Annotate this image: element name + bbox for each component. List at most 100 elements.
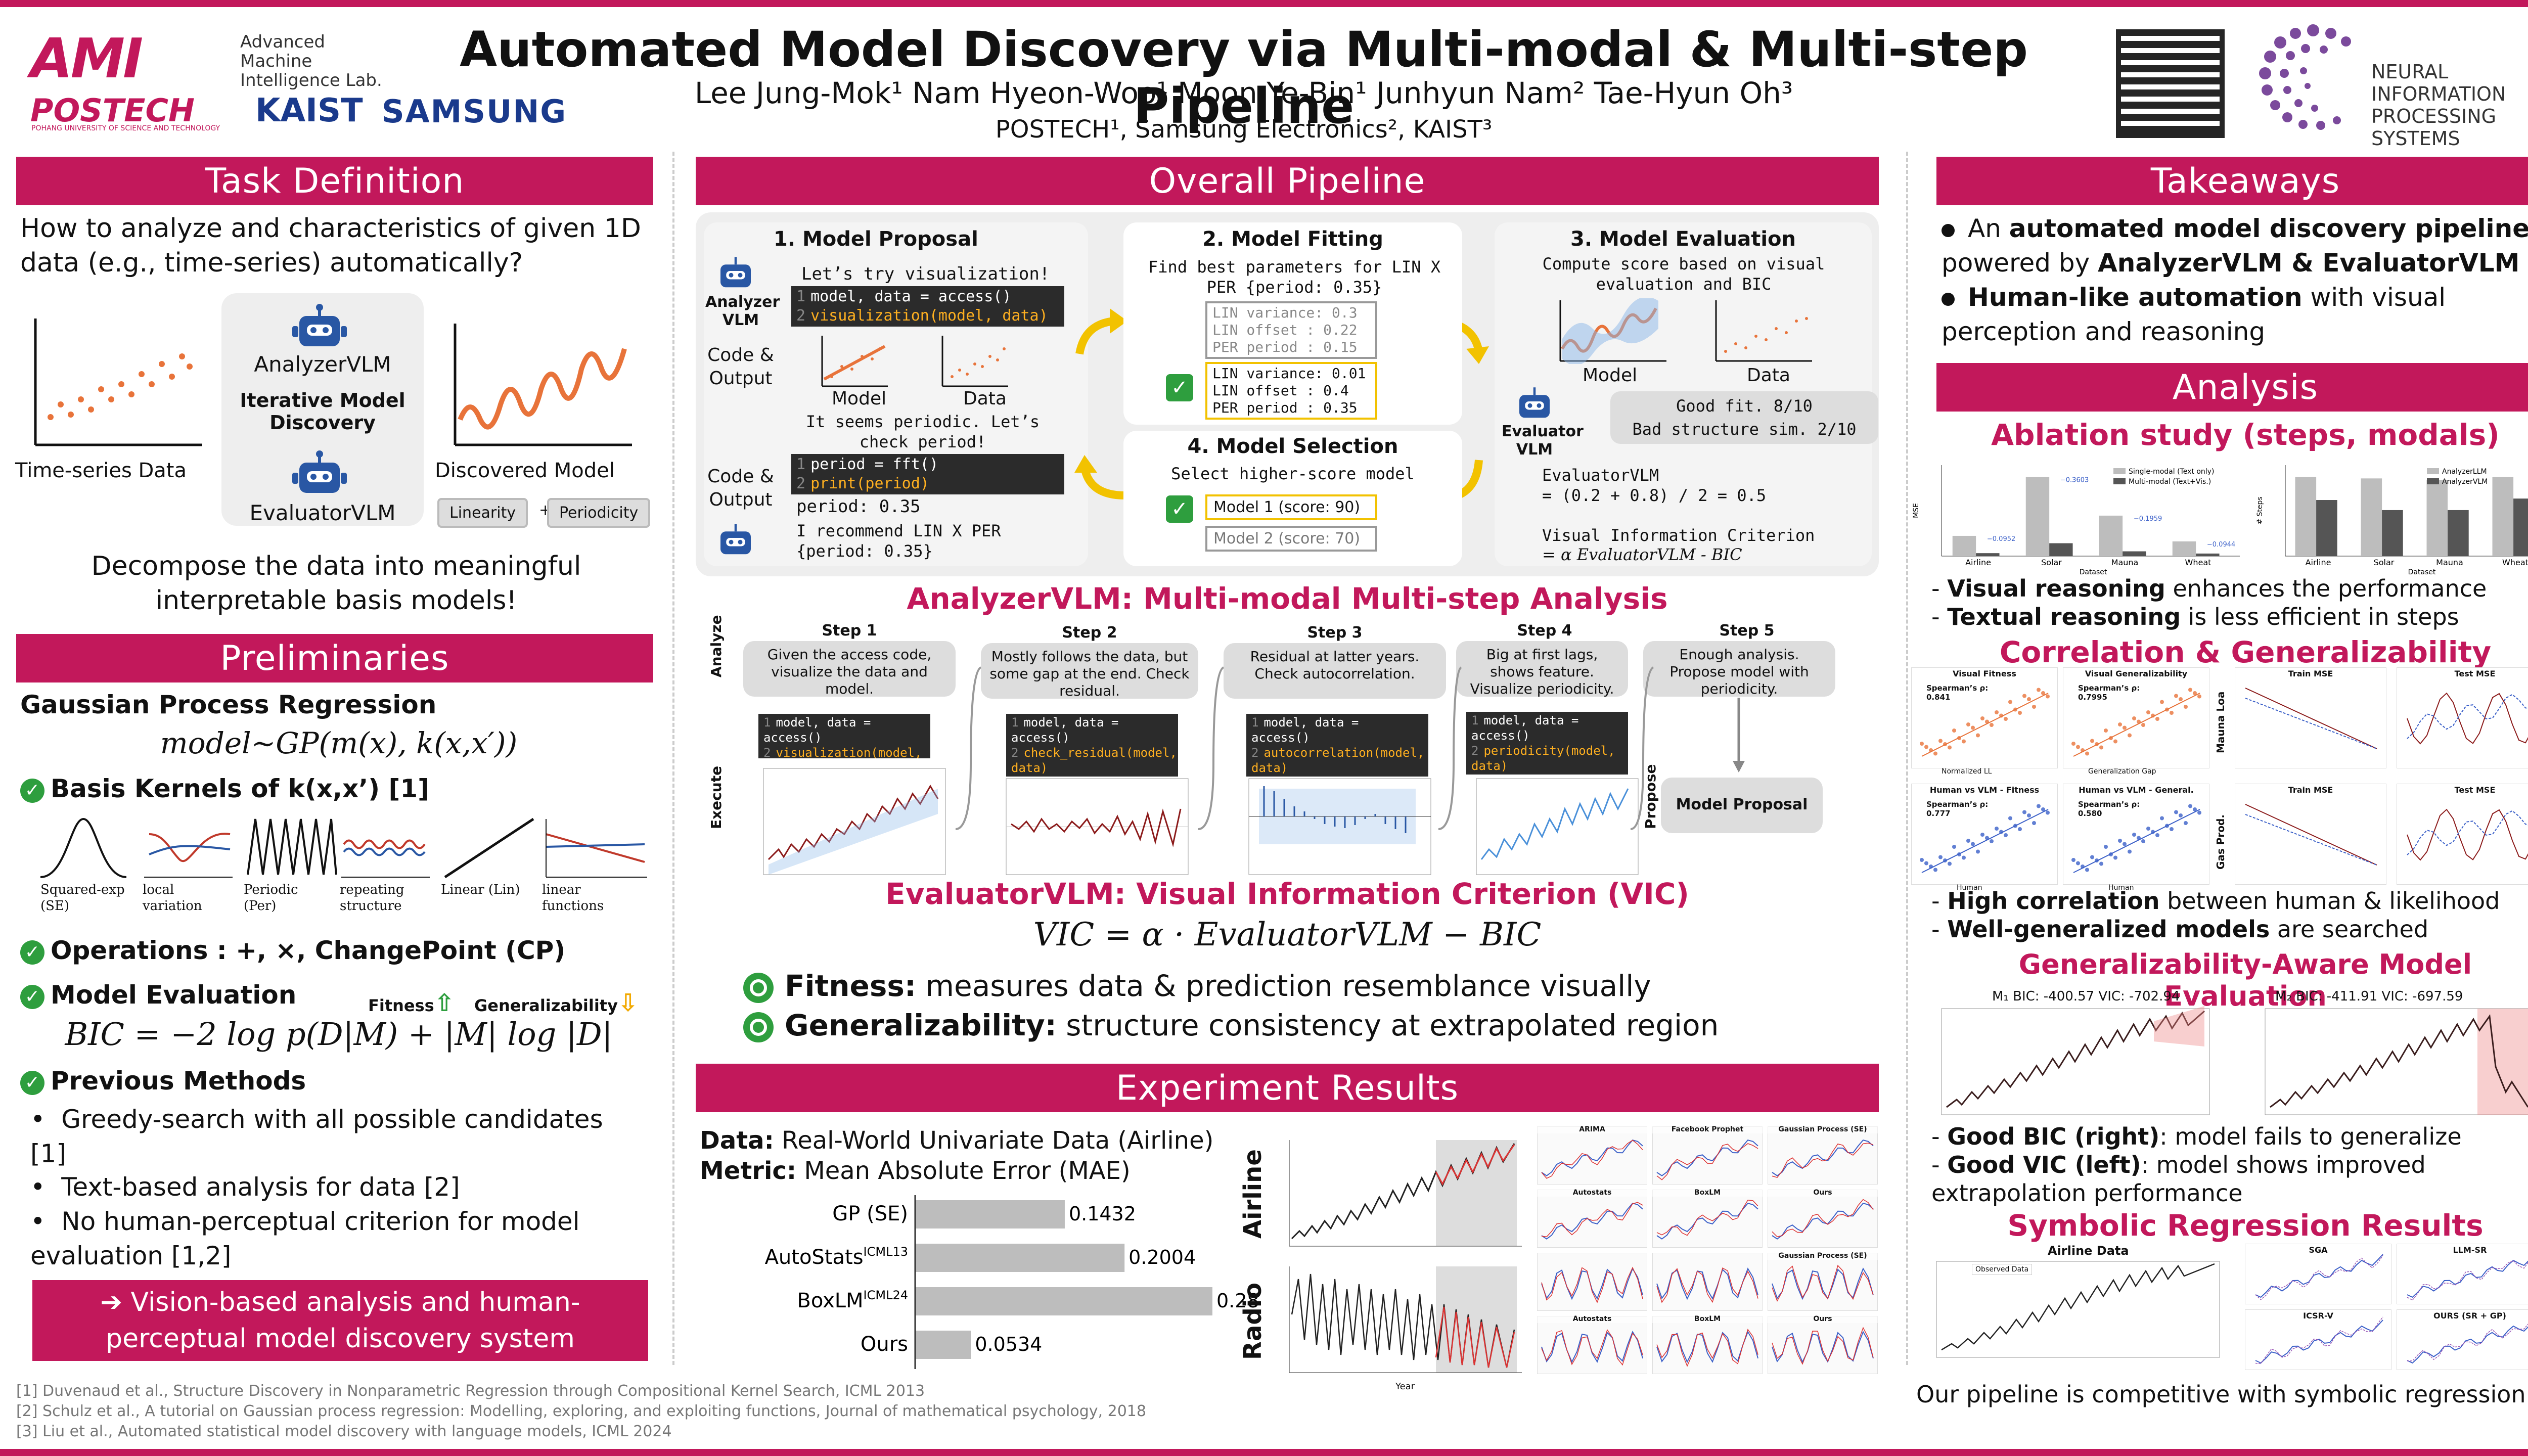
s3-result-box: Good fit. 8/10 Bad structure sim. 2/10 — [1610, 391, 1878, 444]
prev-bullet-2-text: Text-based analysis for data [2] — [61, 1172, 460, 1202]
bullet-dot: • — [30, 1172, 62, 1202]
tk1a: An — [1968, 214, 2009, 243]
top-bar — [0, 0, 2528, 7]
corr-row-label: Mauna Loa — [2215, 691, 2227, 753]
gen-b2: - Good VIC (left): model shows improved … — [1931, 1151, 2426, 1207]
corr-axis-label: Generalization Gap — [2088, 767, 2156, 776]
step4-code1: model, data = access() — [1471, 713, 1579, 743]
s1-code-line3: period = fft() — [810, 456, 938, 473]
mini-data-line — [1772, 1331, 1874, 1363]
kernel-label-se: Squared-exp (SE) — [40, 882, 125, 914]
comparison-mini-plot — [1652, 1190, 1763, 1248]
mini-plot-lines — [1541, 1140, 1643, 1179]
ab1b: enhances the performance — [2165, 575, 2487, 602]
corr-row-label: Gas Prod. — [2215, 814, 2227, 870]
c2b: are searched — [2270, 916, 2429, 943]
generalizability-tag: Generalizability⇩ — [474, 989, 638, 1017]
mini-pred-line — [1656, 1267, 1758, 1303]
corr-point — [2099, 745, 2103, 750]
corr-point — [2188, 688, 2192, 692]
spearman-label: Spearman’s ρ: 0.580 — [2078, 800, 2149, 818]
check-icon: ✓ — [20, 778, 44, 803]
qr-code[interactable] — [2116, 29, 2225, 138]
ablation-ylabel: # Steps — [2256, 496, 2264, 524]
task-definition-header: Task Definition — [16, 157, 653, 205]
corr-point — [1990, 723, 1994, 727]
ablation-b2: - Textual reasoning is less efficient in… — [1931, 603, 2459, 630]
cycle-arrow-top-left — [1075, 308, 1127, 355]
s3-eval-eq: = (0.2 + 0.8) / 2 = 0.5 — [1542, 486, 1767, 505]
mae-category-label: Ours — [861, 1333, 908, 1356]
analyzer-vlm-icon-2 — [720, 524, 751, 555]
s3-title: 3. Model Evaluation — [1570, 228, 1796, 251]
ablation-bar — [2426, 480, 2448, 556]
prev-bullet-1: • Greedy-search with all possible candid… — [30, 1102, 637, 1171]
corr-point — [1938, 855, 1943, 859]
corr-point — [2184, 705, 2188, 709]
corr-point — [2128, 849, 2132, 854]
neurips-name: NEURAL INFORMATION PROCESSING SYSTEMS — [2371, 61, 2506, 150]
corr-fit-line — [2073, 809, 2200, 873]
sym-data-line — [2407, 1259, 2528, 1298]
ablation-legend-label: Multi-modal (Text+Vis.) — [2129, 478, 2211, 486]
mini-data-line — [1541, 1203, 1643, 1240]
step4-code2: periodicity(model, data) — [1471, 744, 1615, 773]
s2-title: 2. Model Fitting — [1202, 228, 1383, 251]
corr-point — [2141, 723, 2145, 727]
comparison-panel-title: Ours — [1768, 1189, 1878, 1197]
timeseries-label: Time-series Data — [15, 459, 187, 482]
ablation-bar — [2492, 477, 2514, 556]
fitness-desc: measures data & prediction resemblance v… — [925, 969, 1651, 1003]
step4-execute-plot — [1476, 778, 1639, 875]
experiment-header: Experiment Results — [696, 1064, 1879, 1112]
m1-plot — [1941, 1006, 2210, 1115]
mini-data-line — [1772, 1267, 1874, 1300]
mae-category-label: BoxLMICML24 — [797, 1288, 908, 1312]
corr-point — [1995, 710, 1999, 714]
previous-title: ✓ Previous Methods — [20, 1064, 306, 1098]
corr-mini-plot: Test MSE — [2397, 784, 2528, 885]
comparison-mini-plot — [1537, 1190, 1647, 1248]
gpr-title: Gaussian Process Regression — [20, 690, 437, 719]
corr-point — [2004, 717, 2008, 721]
kernel-label-linfn: linear functions — [542, 882, 604, 914]
comparison-mini-plot — [1768, 1126, 1878, 1185]
takeaway-1: An automated model discovery pipeline po… — [1942, 211, 2528, 280]
mae-bar — [915, 1331, 971, 1359]
corr-point — [1971, 842, 1975, 846]
ab1a: Visual reasoning — [1947, 575, 2165, 602]
step4-bubble: Big at first lags, shows feature. Visual… — [1456, 641, 1628, 697]
step2-code2: check_residual(model, data) — [1011, 746, 1177, 775]
tag-periodicity: Periodicity — [547, 498, 651, 528]
corr-point — [1920, 858, 1924, 862]
ablation-legend-label: AnalyzerLLM — [2442, 468, 2487, 476]
previous-text: Previous Methods — [51, 1066, 306, 1096]
corr-mini-plot: Test MSE — [2397, 667, 2528, 768]
c1a: High correlation — [1947, 887, 2160, 915]
param-new-2: LIN offset : 0.4 — [1212, 382, 1349, 399]
mae-value-label: 0.2845 — [1216, 1290, 1259, 1312]
corr-point — [1976, 849, 1980, 854]
sym-title: Symbolic Regression Results — [2007, 1208, 2484, 1243]
m2-plot — [2265, 1008, 2528, 1115]
code-output-1: Code & Output — [707, 345, 774, 389]
mse-line — [2245, 688, 2377, 749]
pipeline-header: Overall Pipeline — [696, 157, 1879, 205]
s4-title: 4. Model Selection — [1187, 435, 1398, 458]
corr-point — [2104, 845, 2108, 849]
step1-title: Step 1 — [822, 622, 877, 640]
gen-b1: - Good BIC (right): model fails to gener… — [1931, 1123, 2462, 1150]
column-divider-2 — [1906, 152, 1908, 1365]
airline-ylabel: Airline — [1239, 1149, 1267, 1239]
ablation-bar — [2316, 500, 2337, 556]
corr-b1: - High correlation between human & likel… — [1931, 887, 2500, 915]
s1-code-line1: model, data = access() — [810, 288, 1012, 305]
step2-bubble: Mostly follows the data, but some gap at… — [981, 643, 1198, 699]
ref-3: [3] Liu et al., Automated statistical mo… — [16, 1423, 672, 1440]
generalizability-text: Generalizability — [474, 996, 618, 1015]
s1-model-plot — [821, 336, 888, 387]
ref-1: [1] Duvenaud et al., Structure Discovery… — [16, 1382, 925, 1400]
ablation-xlabel: Dataset — [2408, 568, 2436, 576]
corr-point — [2018, 711, 2022, 715]
corr-point — [2008, 816, 2012, 821]
